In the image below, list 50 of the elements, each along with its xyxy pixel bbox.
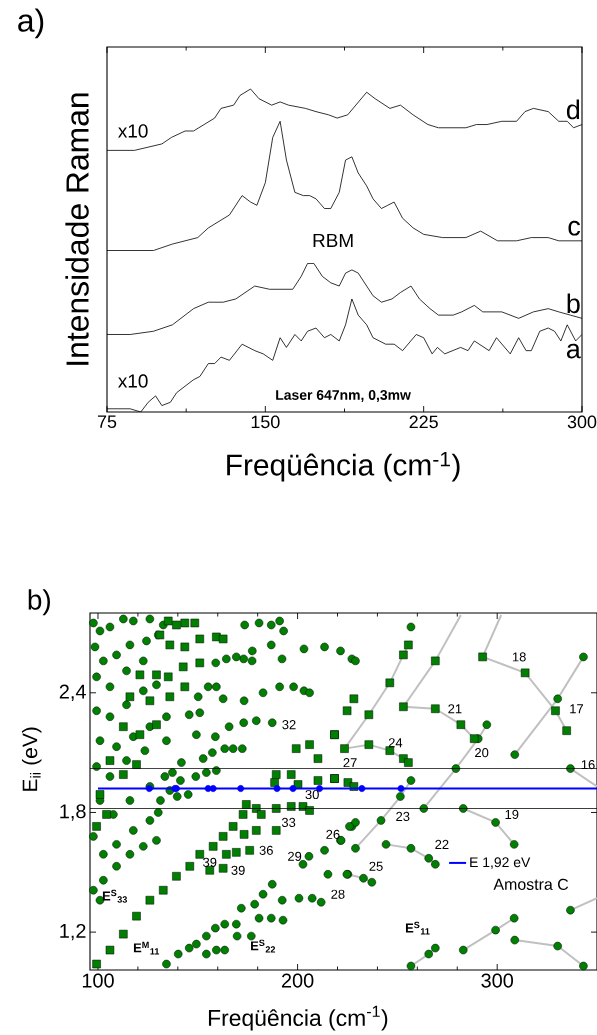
annotation: 17	[570, 704, 583, 714]
annotation: 32	[282, 720, 296, 730]
annotation: Laser 647nm, 0,3mw	[276, 389, 411, 402]
annotation: x10	[118, 124, 148, 138]
annotation: 18	[512, 652, 526, 662]
x-tick-label: 225	[409, 415, 438, 429]
annotation: 33	[281, 817, 296, 828]
annotation: 28	[331, 889, 345, 899]
series-label: c	[568, 220, 581, 236]
y-axis-title: Intensidade Raman	[65, 93, 89, 365]
annotation: 23	[396, 811, 410, 822]
annotation: 24	[388, 738, 403, 748]
annotation: RBM	[313, 233, 353, 247]
y-tick-label: 1,8	[60, 804, 86, 821]
annotation: 20	[475, 748, 489, 758]
annotation: 16	[581, 760, 595, 770]
series-label: a	[566, 343, 581, 359]
annotation: 22	[435, 839, 449, 849]
annotation: E$^{S}$11	[405, 921, 430, 935]
annotation: 26	[326, 829, 340, 839]
annotation: 39	[231, 865, 245, 875]
series-label: d	[566, 99, 580, 120]
chart-title: a)	[18, 8, 44, 39]
x-tick-label: 150	[251, 415, 280, 429]
y-axis-title: E$_{ii}$ (eV)	[21, 727, 42, 791]
x-tick-label: 200	[281, 973, 314, 988]
annotation: 36	[259, 845, 273, 855]
legend-label: E 1,92 eV	[470, 857, 531, 869]
annotation: 29	[288, 851, 302, 861]
y-tick-label: 1,2	[60, 923, 86, 941]
annotation: E$^{S}$33	[102, 889, 128, 903]
x-axis-title: Freqüência (cm$^{-1}$)	[227, 451, 460, 482]
series-label: b	[567, 293, 580, 314]
annotation: E$^{M}$11	[133, 941, 160, 955]
annotation: Amostra C	[493, 878, 569, 890]
x-tick-label: 100	[82, 973, 114, 988]
annotation: 39	[203, 857, 217, 867]
annotation: 30	[305, 789, 319, 800]
chart-title: b)	[28, 589, 50, 616]
x-axis-title: Freqüência (cm$^{-1}$)	[208, 1005, 388, 1031]
annotation: x10	[118, 374, 148, 388]
annotation: 21	[448, 704, 462, 714]
annotation: 25	[369, 861, 383, 871]
x-tick-label: 75	[97, 415, 117, 429]
x-tick-label: 300	[481, 973, 514, 988]
annotation: 27	[343, 758, 357, 768]
x-tick-label: 300	[567, 415, 597, 429]
annotation: 19	[505, 809, 519, 820]
annotation: E$^{S}$22	[251, 939, 276, 953]
y-tick-label: 2,4	[59, 684, 86, 702]
